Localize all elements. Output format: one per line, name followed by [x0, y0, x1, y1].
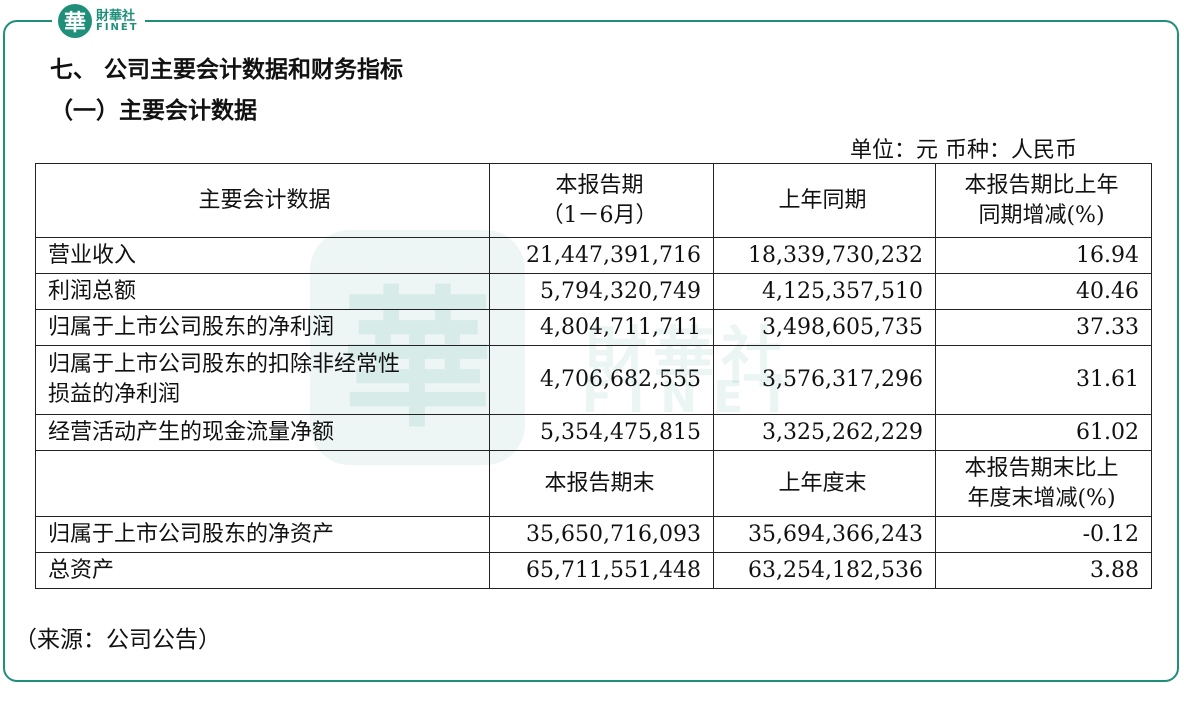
table-subheader-row: 本报告期末 上年度末 本报告期末比上 年度末增减(%)	[35, 450, 1152, 517]
accounting-data-table: 主要会计数据 本报告期 （1－6月） 上年同期 本报告期比上年 同期增减(%) …	[35, 163, 1152, 589]
subsection-heading: （一）主要会计数据	[50, 98, 257, 124]
section-heading: 七、 公司主要会计数据和财务指标	[50, 57, 404, 83]
table-row: 经营活动产生的现金流量净额 5,354,475,815 3,325,262,22…	[35, 414, 1152, 451]
table-row: 利润总额 5,794,320,749 4,125,357,510 40.46	[35, 273, 1152, 310]
table-row: 归属于上市公司股东的净资产 35,650,716,093 35,694,366,…	[35, 516, 1152, 553]
table-row: 归属于上市公司股东的扣除非经常性 损益的净利润 4,706,682,555 3,…	[35, 345, 1152, 415]
logo-en: FINET	[96, 21, 139, 33]
header-col3: 上年同期	[713, 163, 936, 238]
header-col1: 主要会计数据	[35, 163, 490, 238]
header-col2: 本报告期 （1－6月）	[489, 163, 714, 238]
unit-line: 单位：元 币种：人民币	[850, 138, 1077, 163]
logo-cn: 財華社	[96, 8, 136, 24]
card-frame	[3, 20, 1179, 682]
table-header-row: 主要会计数据 本报告期 （1－6月） 上年同期 本报告期比上年 同期增减(%)	[35, 163, 1152, 238]
logo-text: 財華社 FINET	[96, 10, 139, 33]
source-note: （来源：公司公告）	[14, 627, 221, 653]
header-col4: 本报告期比上年 同期增减(%)	[935, 163, 1152, 238]
finet-logo: 華 財華社 FINET	[52, 4, 145, 38]
table-row: 归属于上市公司股东的净利润 4,804,711,711 3,498,605,73…	[35, 309, 1152, 346]
table-row: 营业收入 21,447,391,716 18,339,730,232 16.94	[35, 237, 1152, 274]
logo-seal-icon: 華	[58, 4, 92, 38]
table-row: 总资产 65,711,551,448 63,254,182,536 3.88	[35, 552, 1152, 589]
